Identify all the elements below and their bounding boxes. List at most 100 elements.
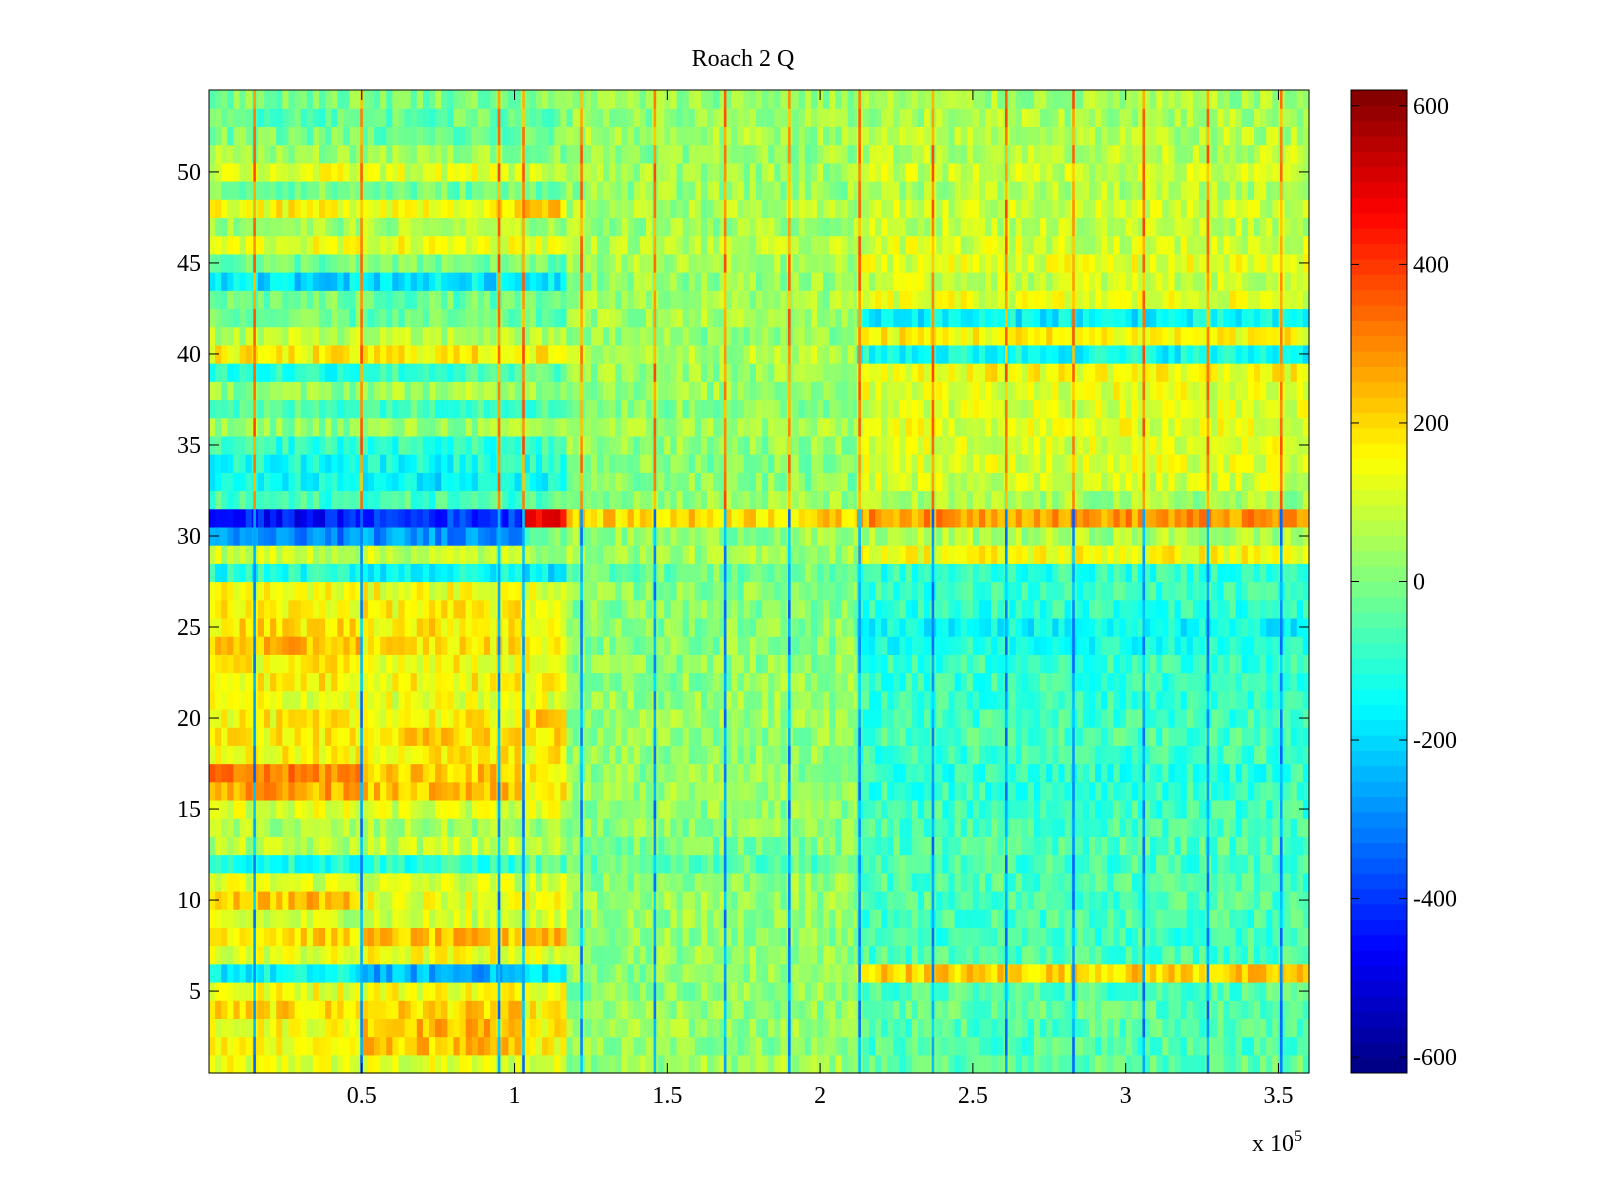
heatmap-cell <box>1260 872 1267 892</box>
heatmap-cell <box>319 690 326 710</box>
heatmap-cell <box>1137 1018 1145 1038</box>
heatmap-cell <box>233 745 241 765</box>
heatmap-cell <box>670 690 678 710</box>
heatmap-cell <box>429 727 436 746</box>
heatmap-cell <box>1144 672 1151 692</box>
heatmap-cell <box>1027 745 1035 765</box>
heatmap-cell <box>1296 927 1304 947</box>
heatmap-cell <box>535 672 543 692</box>
heatmap-cell <box>1223 909 1231 928</box>
heatmap-cell <box>862 818 870 837</box>
heatmap-cell <box>1186 745 1194 765</box>
heatmap-cell <box>792 581 800 601</box>
heatmap-cell <box>664 854 671 874</box>
heatmap-cell <box>966 981 974 1001</box>
heatmap-cell <box>508 927 516 947</box>
heatmap-cell <box>966 617 974 637</box>
heatmap-cell <box>398 1036 406 1056</box>
heatmap-cell <box>367 981 375 1001</box>
heatmap-cell <box>609 563 616 583</box>
heatmap-cell <box>633 872 641 892</box>
heatmap-cell <box>459 872 467 892</box>
heatmap-cell <box>829 763 836 783</box>
heatmap-cell <box>1186 599 1194 619</box>
heatmap-cell <box>349 854 357 874</box>
heatmap-cell <box>597 854 604 874</box>
heatmap-cell <box>633 1054 641 1074</box>
heatmap-cell <box>270 818 277 837</box>
heatmap-cell <box>755 1054 763 1074</box>
heatmap-cell <box>1064 1054 1072 1074</box>
heatmap-cell <box>991 963 998 983</box>
heatmap-cell <box>312 617 320 637</box>
heatmap-cell <box>670 909 678 928</box>
heatmap-cell <box>1168 818 1176 837</box>
heatmap-cell <box>966 818 974 837</box>
heatmap-cell <box>1009 799 1017 819</box>
heatmap-cell <box>627 909 635 928</box>
heatmap-cell <box>1046 727 1053 746</box>
heatmap-cell <box>508 945 516 965</box>
heatmap-cell <box>823 1054 830 1074</box>
heatmap-cell <box>590 909 598 928</box>
heatmap-cell <box>1229 818 1237 837</box>
heatmap-cell <box>737 836 745 856</box>
heatmap-cell <box>731 945 739 965</box>
heatmap-cell <box>1254 581 1261 601</box>
heatmap-cell <box>1254 945 1261 965</box>
heatmap-cell <box>924 654 931 674</box>
heatmap-cell <box>319 1000 326 1019</box>
heatmap-cell <box>1235 708 1243 728</box>
heatmap-cell <box>361 727 369 746</box>
heatmap-cell <box>1186 1054 1194 1074</box>
heatmap-cell <box>471 909 479 928</box>
heatmap-cell <box>792 781 800 801</box>
heatmap-cell <box>1235 654 1243 674</box>
heatmap-cell <box>645 727 653 746</box>
heatmap-cell <box>954 836 962 856</box>
heatmap-cell <box>676 1000 684 1019</box>
heatmap-cell <box>936 599 943 619</box>
heatmap-cell <box>312 636 320 655</box>
heatmap-cell <box>374 1054 381 1074</box>
heatmap-cell <box>1150 672 1157 692</box>
heatmap-cell <box>465 781 473 801</box>
heatmap-cell <box>1113 708 1121 728</box>
heatmap-cell <box>380 745 387 765</box>
heatmap-cell <box>780 836 788 856</box>
heatmap-cell <box>841 636 849 655</box>
heatmap-cell <box>917 1018 925 1038</box>
heatmap-cell <box>1254 927 1261 947</box>
heatmap-cell <box>862 745 870 765</box>
heatmap-cell <box>1046 690 1053 710</box>
heatmap-cell <box>1034 599 1041 619</box>
heatmap-cell <box>664 1000 671 1019</box>
heatmap-cell <box>1113 1036 1121 1056</box>
heatmap-cell <box>398 890 406 910</box>
heatmap-cell <box>343 927 351 947</box>
heatmap-cell <box>1021 672 1029 692</box>
heatmap-cell <box>1199 781 1206 801</box>
heatmap-cell <box>1058 781 1066 801</box>
heatmap-cell <box>881 981 888 1001</box>
heatmap-cell <box>749 818 757 837</box>
heatmap-cell <box>1272 1018 1280 1038</box>
heatmap-cell <box>523 763 531 783</box>
heatmap-cell <box>743 1054 751 1074</box>
heatmap-cell <box>829 963 836 983</box>
heatmap-cell <box>1089 909 1096 928</box>
heatmap-cell <box>841 1000 849 1019</box>
heatmap-cell <box>300 599 308 619</box>
heatmap-cell <box>1113 927 1121 947</box>
heatmap-cell <box>1095 654 1102 674</box>
heatmap-cell <box>560 890 568 910</box>
heatmap-cell <box>1180 909 1188 928</box>
heatmap-cell <box>312 1036 320 1056</box>
heatmap-cell <box>288 1000 296 1019</box>
heatmap-cell <box>911 617 919 637</box>
heatmap-cell <box>306 745 314 765</box>
heatmap-cell <box>1223 727 1231 746</box>
heatmap-cell <box>1180 963 1188 983</box>
heatmap-cell <box>484 727 491 746</box>
heatmap-cell <box>1089 1000 1096 1019</box>
